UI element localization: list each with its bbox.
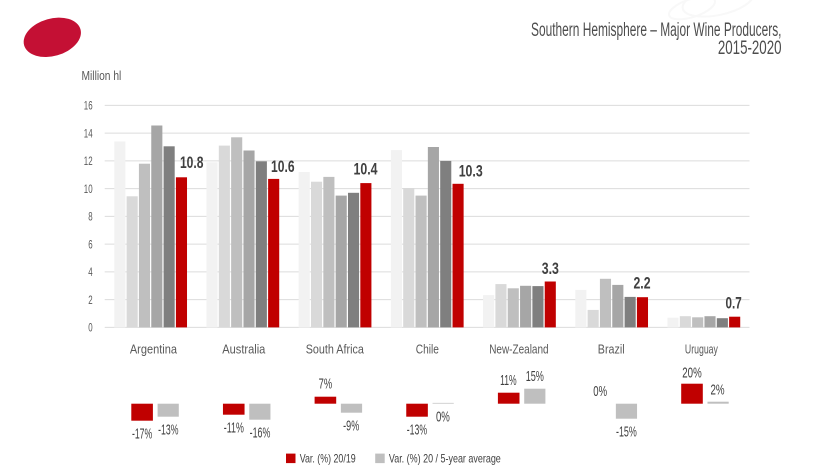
svg-text:0.7: 0.7 <box>726 295 742 313</box>
svg-text:8: 8 <box>88 210 93 224</box>
svg-text:0: 0 <box>88 321 93 335</box>
svg-text:7%: 7% <box>319 376 333 393</box>
svg-text:14: 14 <box>84 126 93 140</box>
svg-text:-11%: -11% <box>224 420 244 437</box>
svg-text:Var. (%) 20 / 5-year average: Var. (%) 20 / 5-year average <box>389 451 501 465</box>
svg-text:Million hl: Million hl <box>82 69 122 83</box>
svg-text:-17%: -17% <box>132 425 152 442</box>
svg-text:-15%: -15% <box>616 424 637 441</box>
svg-text:3.3: 3.3 <box>542 260 559 278</box>
svg-text:-16%: -16% <box>250 425 271 442</box>
svg-text:Uruguay: Uruguay <box>685 343 719 357</box>
svg-text:10.4: 10.4 <box>354 161 379 179</box>
svg-text:0%: 0% <box>436 409 450 426</box>
svg-text:Brazil: Brazil <box>598 343 625 357</box>
svg-text:12: 12 <box>84 154 93 168</box>
svg-text:10.8: 10.8 <box>180 154 204 172</box>
svg-text:10.6: 10.6 <box>271 158 295 176</box>
svg-text:Argentina: Argentina <box>130 343 177 357</box>
svg-text:10.3: 10.3 <box>459 163 483 181</box>
svg-text:-9%: -9% <box>343 418 359 435</box>
svg-text:-13%: -13% <box>407 422 427 439</box>
svg-text:10: 10 <box>84 182 93 196</box>
svg-text:South Africa: South Africa <box>306 343 364 357</box>
svg-text:-13%: -13% <box>158 421 178 438</box>
svg-text:0%: 0% <box>593 383 607 400</box>
svg-text:11%: 11% <box>500 372 517 389</box>
svg-text:16: 16 <box>84 99 93 113</box>
svg-text:Southern Hemisphere – Major Wi: Southern Hemisphere – Major Wine Produce… <box>531 19 782 41</box>
svg-text:2.2: 2.2 <box>633 274 650 292</box>
svg-text:2015-2020: 2015-2020 <box>718 37 782 59</box>
svg-text:Chile: Chile <box>416 343 439 357</box>
svg-text:20%: 20% <box>682 365 701 382</box>
svg-text:Australia: Australia <box>222 343 265 357</box>
svg-text:2%: 2% <box>710 381 724 398</box>
svg-text:2: 2 <box>88 293 93 307</box>
svg-text:15%: 15% <box>526 368 544 385</box>
svg-text:6: 6 <box>88 237 93 251</box>
svg-text:4: 4 <box>88 265 93 279</box>
svg-text:Var. (%) 20/19: Var. (%) 20/19 <box>300 451 356 465</box>
svg-text:New-Zealand: New-Zealand <box>489 343 548 357</box>
